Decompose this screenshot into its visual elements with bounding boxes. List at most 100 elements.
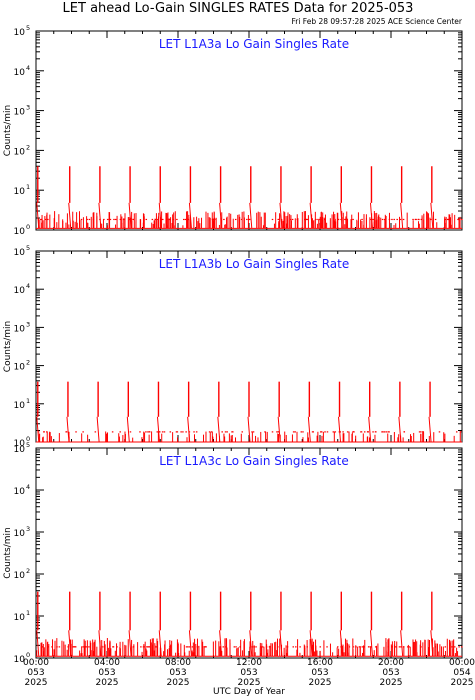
- panel-title: LET L1A3c Lo Gain Singles Rate: [159, 454, 349, 468]
- y-tick-label: 10: [14, 445, 26, 455]
- dot-mark: [132, 646, 135, 648]
- dot-mark: [129, 218, 131, 221]
- y-tick-label: 10: [14, 571, 26, 581]
- y-axis-label: Counts/min: [3, 321, 13, 372]
- y-tick-exponent: 5: [26, 441, 30, 449]
- dot-mark: [399, 218, 402, 221]
- dot-mark: [451, 646, 453, 648]
- dot-mark: [361, 218, 363, 221]
- y-axis-label: Counts/min: [3, 105, 13, 156]
- dot-mark: [461, 646, 463, 648]
- dot-mark: [180, 431, 182, 433]
- dot-mark: [332, 431, 335, 433]
- dot-mark: [352, 218, 354, 221]
- dot-mark: [259, 646, 262, 648]
- x-tick-day: 053: [382, 668, 399, 678]
- dot-mark: [291, 218, 294, 221]
- dot-mark: [103, 646, 105, 648]
- y-tick-label: 10: [14, 613, 26, 623]
- dot-mark: [41, 218, 43, 221]
- dot-mark: [444, 218, 447, 221]
- spike-tail: [430, 630, 434, 657]
- dot-mark: [457, 218, 459, 221]
- dot-mark: [334, 431, 337, 433]
- panel-title: LET L1A3b Lo Gain Singles Rate: [159, 257, 350, 271]
- dot-mark: [162, 218, 164, 221]
- dot-mark: [101, 646, 103, 648]
- dot-mark: [255, 646, 257, 648]
- spike-tail: [428, 416, 432, 443]
- dot-mark: [75, 431, 77, 433]
- dot-mark: [147, 431, 149, 433]
- dot-mark: [155, 218, 157, 221]
- dot-mark: [223, 218, 225, 221]
- dot-mark: [114, 218, 117, 221]
- dot-mark: [403, 431, 406, 433]
- dot-mark: [146, 646, 148, 648]
- spike-tail: [339, 630, 343, 657]
- dot-mark: [74, 646, 77, 648]
- dot-mark: [196, 646, 199, 648]
- x-tick-day: 053: [169, 668, 186, 678]
- x-tick-day: 053: [311, 668, 328, 678]
- dot-mark: [56, 646, 58, 648]
- dot-mark: [378, 218, 380, 221]
- dot-mark: [234, 218, 237, 221]
- dot-mark: [348, 646, 351, 648]
- dot-mark: [109, 218, 112, 221]
- spike-tail: [219, 202, 223, 229]
- x-tick-year: 2025: [167, 678, 190, 688]
- dot-mark: [420, 431, 422, 433]
- spike-tail: [98, 202, 102, 229]
- dot-mark: [184, 218, 187, 221]
- dot-mark: [374, 646, 377, 648]
- y-tick-label: 10: [14, 655, 26, 665]
- y-tick-label: 10: [14, 529, 26, 539]
- x-tick-time: 00:00: [449, 658, 475, 668]
- dot-mark: [387, 431, 389, 433]
- spike-tail: [400, 630, 404, 657]
- dot-mark: [320, 431, 323, 433]
- dot-mark: [388, 431, 390, 433]
- dot-mark: [276, 431, 278, 433]
- dot-mark: [261, 646, 264, 648]
- dot-mark: [459, 431, 462, 433]
- dot-mark: [187, 646, 189, 648]
- dot-mark: [319, 218, 321, 221]
- dot-mark: [420, 218, 423, 221]
- main-title: LET ahead Lo-Gain SINGLES RATES Data for…: [63, 1, 414, 16]
- dot-mark: [402, 218, 405, 221]
- dot-mark: [396, 218, 398, 221]
- spike-tail: [36, 630, 40, 657]
- spike-tail: [158, 630, 162, 657]
- y-tick-exponent: 0: [26, 223, 30, 231]
- dot-mark: [355, 646, 357, 648]
- y-tick-exponent: 3: [26, 525, 30, 533]
- x-tick-year: 2025: [380, 678, 403, 688]
- dot-mark: [191, 646, 194, 648]
- y-tick-exponent: 1: [26, 183, 30, 191]
- dot-mark: [317, 218, 319, 221]
- dot-mark: [106, 218, 109, 221]
- dot-mark: [188, 431, 191, 433]
- dot-mark: [292, 646, 294, 648]
- dot-mark: [324, 218, 326, 221]
- dot-mark: [187, 218, 189, 221]
- spike-tail: [158, 202, 162, 229]
- dot-mark: [342, 431, 344, 433]
- y-tick-label: 10: [14, 187, 26, 197]
- dot-mark: [145, 218, 148, 221]
- dot-mark: [140, 646, 142, 648]
- panel-3: LET L1A3c Lo Gain Singles Rate Counts/min…: [3, 441, 463, 665]
- dot-mark: [248, 218, 250, 221]
- dot-mark: [40, 218, 42, 221]
- dot-mark: [300, 431, 303, 433]
- dot-mark: [119, 431, 121, 433]
- spike-tail: [279, 202, 283, 229]
- dot-mark: [208, 431, 211, 433]
- spike-tail: [309, 630, 313, 657]
- dot-mark: [304, 218, 306, 221]
- dot-mark: [387, 646, 390, 648]
- spike-tail: [68, 202, 72, 229]
